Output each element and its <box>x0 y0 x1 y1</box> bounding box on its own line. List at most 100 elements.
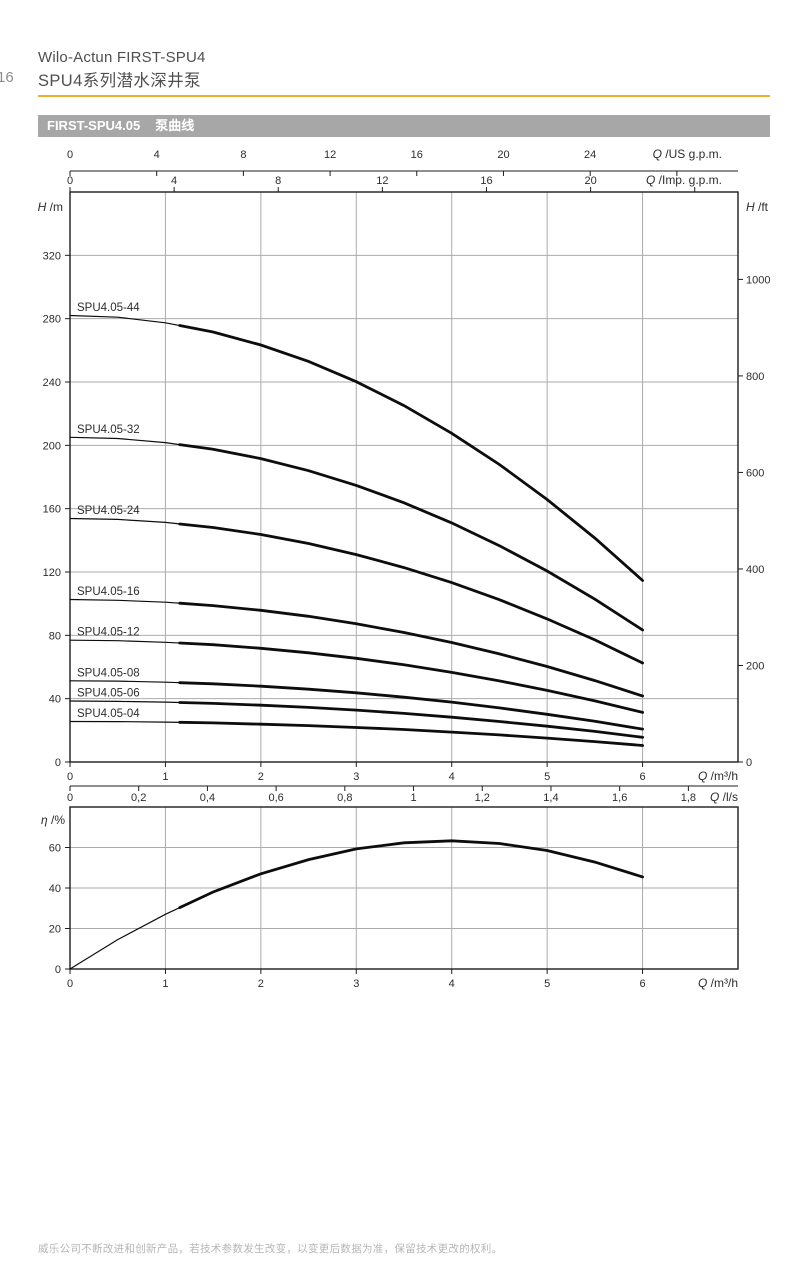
tick-label: 200 <box>43 440 61 452</box>
tick-label: 4 <box>154 149 160 161</box>
pump-curve-thick-SPU4.05-44 <box>178 324 644 582</box>
tick-label: 800 <box>746 371 764 383</box>
pump-curve-thick-SPU4.05-16 <box>178 601 644 698</box>
curve-label-SPU4.05-44: SPU4.05-44 <box>77 302 140 314</box>
tick-label: 4 <box>449 771 455 783</box>
curve-label-SPU4.05-08: SPU4.05-08 <box>77 667 140 679</box>
tick-label: 0,4 <box>200 792 215 804</box>
pump-curve-thick-SPU4.05-12 <box>178 641 644 714</box>
curve-label-SPU4.05-32: SPU4.05-32 <box>77 424 140 436</box>
header-product-name: Wilo-Actun FIRST-SPU4 <box>38 49 206 66</box>
impgpm-axis-title: Q /Imp. g.p.m. <box>646 173 722 187</box>
pump-curve-thick-SPU4.05-24 <box>178 522 644 665</box>
efficiency-axis-title: η /% <box>41 813 65 827</box>
tick-label: 40 <box>49 883 61 895</box>
top-axis-usgpm: 0 4 8 12 16 20 24 Q /US g.p.m. <box>67 147 738 176</box>
tick-label: 0 <box>746 757 752 769</box>
tick-label: 0,2 <box>131 792 146 804</box>
tick-label: 2 <box>258 978 264 990</box>
top-axis-impgpm: 0 4 8 12 16 20 Q /Imp. g.p.m. <box>67 173 722 192</box>
tick-label: 5 <box>544 771 550 783</box>
tick-label: 1,2 <box>475 792 490 804</box>
left-axis-H-m: 0 40 80 120 160 200 240 280 320 H /m <box>38 200 70 769</box>
ls-axis-title: Q /l/s <box>710 790 738 804</box>
header-series-name: SPU4系列潜水深井泵 <box>38 72 202 90</box>
bottom-axis-title: Q /m³/h <box>698 769 738 783</box>
tick-label: 24 <box>584 149 596 161</box>
right-axis-H-ft: 0 200 400 600 800 1000 H /ft <box>738 200 770 769</box>
pump-curve-thick-SPU4.05-06 <box>178 701 644 739</box>
tick-label: 80 <box>49 630 61 642</box>
tick-label: 6 <box>640 771 646 783</box>
tick-label: 8 <box>275 175 281 187</box>
tick-label: 20 <box>49 924 61 936</box>
left-axis-title: H /m <box>38 200 63 214</box>
accent-divider <box>38 95 770 97</box>
tick-label: 240 <box>43 377 61 389</box>
efficiency-left-axis: 0 20 40 60 η /% <box>41 813 70 976</box>
tick-label: 1 <box>162 978 168 990</box>
efficiency-chart: 0 20 40 60 η /% 0 1 2 3 4 5 6 Q /m³/h <box>41 806 739 990</box>
tick-label: 600 <box>746 467 764 479</box>
right-axis-title: H /ft <box>746 200 769 214</box>
tick-label: 12 <box>376 175 388 187</box>
tick-label: 200 <box>746 660 764 672</box>
tick-label: 4 <box>171 175 177 187</box>
tick-label: 0 <box>67 792 73 804</box>
curve-label-SPU4.05-24: SPU4.05-24 <box>77 505 140 517</box>
tick-label: 120 <box>43 567 61 579</box>
bottom-axis-m3h: 0 1 2 3 4 5 6 Q /m³/h <box>67 762 738 783</box>
curve-label-SPU4.05-16: SPU4.05-16 <box>77 586 140 598</box>
tick-label: 160 <box>43 504 61 516</box>
tick-label: 20 <box>497 149 509 161</box>
usgpm-axis-title: Q /US g.p.m. <box>653 147 722 161</box>
page-number: 16 <box>0 69 14 86</box>
tick-label: 0 <box>55 964 61 976</box>
tick-label: 60 <box>49 843 61 855</box>
tick-label: 16 <box>411 149 423 161</box>
efficiency-curve-thick <box>178 839 644 909</box>
tick-label: 5 <box>544 978 550 990</box>
curve-label-SPU4.05-04: SPU4.05-04 <box>77 708 140 720</box>
tick-label: 2 <box>258 771 264 783</box>
tick-label: 8 <box>240 149 246 161</box>
efficiency-bottom-title: Q /m³/h <box>698 976 738 990</box>
tick-label: 0 <box>67 771 73 783</box>
pump-curve-thick-SPU4.05-32 <box>178 443 644 632</box>
bottom-axis-ls: 0 0,2 0,4 0,6 0,8 1 1,2 1,4 1,6 1,8 Q /l/s <box>67 785 738 804</box>
tick-label: 12 <box>324 149 336 161</box>
tick-label: 20 <box>584 175 596 187</box>
tick-label: 6 <box>640 978 646 990</box>
tick-label: 40 <box>49 694 61 706</box>
tick-label: 1000 <box>746 274 770 286</box>
efficiency-bottom-axis: 0 1 2 3 4 5 6 Q /m³/h <box>67 969 738 990</box>
tick-label: 400 <box>746 564 764 576</box>
section-title: 泵曲线 <box>155 118 195 133</box>
main-chart-frame <box>69 191 739 763</box>
tick-label: 1 <box>162 771 168 783</box>
tick-label: 0,8 <box>337 792 352 804</box>
tick-label: 320 <box>43 250 61 262</box>
pump-curve-thick-SPU4.05-04 <box>178 720 644 747</box>
tick-label: 1,8 <box>681 792 696 804</box>
tick-label: 0 <box>67 149 73 161</box>
tick-label: 0 <box>67 978 73 990</box>
pump-curve-thick-SPU4.05-08 <box>178 681 644 731</box>
tick-label: 1 <box>410 792 416 804</box>
efficiency-gridlines <box>70 807 738 969</box>
tick-label: 3 <box>353 771 359 783</box>
tick-label: 1,4 <box>543 792 558 804</box>
tick-label: 1,6 <box>612 792 627 804</box>
main-chart-gridlines <box>70 192 738 762</box>
tick-label: 3 <box>353 978 359 990</box>
curve-label-SPU4.05-06: SPU4.05-06 <box>77 688 140 700</box>
curve-label-SPU4.05-12: SPU4.05-12 <box>77 627 140 639</box>
tick-label: 280 <box>43 314 61 326</box>
tick-label: 0 <box>67 175 73 187</box>
tick-label: 0 <box>55 757 61 769</box>
tick-label: 0,6 <box>268 792 283 804</box>
footer-disclaimer: 威乐公司不断改进和创新产品，若技术参数发生改变，以变更后数据为准，保留技术更改的… <box>38 1243 503 1255</box>
